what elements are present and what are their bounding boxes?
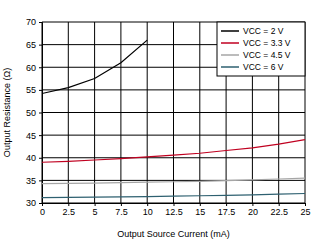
y-tick: 70 — [26, 17, 42, 27]
x-tick-mark — [147, 203, 148, 206]
x-tick-mark — [95, 203, 96, 206]
x-tick: 20 — [248, 203, 258, 217]
y-tick: 55 — [26, 85, 42, 95]
y-tick: 30 — [26, 198, 42, 208]
y-tick: 40 — [26, 153, 42, 163]
x-tick-mark — [200, 203, 201, 206]
x-tick: 17.5 — [218, 203, 236, 217]
x-tick-label: 20 — [248, 207, 258, 217]
x-axis-line — [43, 204, 306, 207]
x-tick-label: 7.5 — [115, 207, 128, 217]
y-tick-label: 30 — [26, 198, 36, 208]
x-tick-label: 0 — [40, 207, 45, 217]
y-tick-label: 45 — [26, 131, 36, 141]
legend-box — [217, 22, 305, 76]
grid-line — [42, 89, 305, 90]
x-tick: 22.5 — [270, 203, 288, 217]
x-tick-label: 17.5 — [218, 207, 236, 217]
y-tick-mark — [39, 113, 42, 114]
x-tick-label: 25 — [300, 207, 310, 217]
y-tick-mark — [39, 135, 42, 136]
y-axis-title: Output Resistance (Ω) — [2, 68, 12, 157]
legend-label: VCC = 6 V — [243, 62, 284, 72]
plot: 0 2.5 5 7.5 10 12.5 15 17.5 20 22.5 25 30 35 40 45 50 55… — [26, 17, 311, 217]
chart: 0 2.5 5 7.5 10 12.5 15 17.5 20 22.5 25 30 35 40 45 50 55… — [0, 0, 317, 243]
y-tick-mark — [39, 67, 42, 68]
y-tick: 45 — [26, 131, 42, 141]
y-tick-mark — [39, 22, 42, 23]
legend-swatch — [221, 54, 239, 56]
x-tick-mark — [305, 203, 306, 206]
x-tick: 5 — [93, 203, 98, 217]
legend: VCC = 2 V VCC = 3.3 V VCC = 4.5 V VCC = 6 V — [217, 22, 305, 76]
x-axis: 0 2.5 5 7.5 10 12.5 15 17.5 20 22.5 25 — [40, 203, 311, 217]
y-tick-label: 50 — [26, 108, 36, 118]
x-tick: 25 — [300, 203, 310, 217]
x-tick-label: 22.5 — [270, 207, 288, 217]
legend-swatch — [221, 66, 239, 68]
legend-swatch — [221, 42, 239, 44]
y-tick-label: 70 — [26, 17, 36, 27]
x-tick-label: 5 — [93, 207, 98, 217]
grid-line — [42, 157, 305, 158]
series-line — [42, 178, 305, 183]
y-tick-mark — [39, 180, 42, 181]
series-line — [42, 40, 147, 93]
series-line — [42, 140, 305, 163]
x-tick-mark — [174, 203, 175, 206]
x-tick-label: 2.5 — [63, 207, 76, 217]
grid — [42, 22, 305, 203]
y-tick: 35 — [26, 176, 42, 186]
x-tick-mark — [226, 203, 227, 206]
y-tick-label: 65 — [26, 40, 36, 50]
series-line — [42, 193, 305, 197]
x-tick: 15 — [195, 203, 205, 217]
x-tick: 12.5 — [165, 203, 183, 217]
y-tick-mark — [39, 158, 42, 159]
y-tick-label: 60 — [26, 63, 36, 73]
y-tick-mark — [39, 203, 42, 204]
lines — [42, 40, 305, 197]
x-tick-mark — [279, 203, 280, 206]
y-tick: 60 — [26, 63, 42, 73]
y-axis: 30 35 40 45 50 55 60 65 70 — [26, 17, 43, 208]
x-tick-label: 15 — [195, 207, 205, 217]
grid-line — [42, 135, 305, 136]
x-tick: 0 — [40, 203, 45, 217]
y-tick-mark — [39, 90, 42, 91]
grid-line — [42, 112, 305, 113]
y-tick-label: 40 — [26, 153, 36, 163]
x-tick: 7.5 — [115, 203, 128, 217]
y-tick-label: 35 — [26, 176, 36, 186]
legend-swatch — [221, 30, 239, 32]
x-axis-title: Output Source Current (mA) — [117, 229, 230, 239]
legend-label: VCC = 2 V — [243, 26, 284, 36]
x-tick-label: 12.5 — [165, 207, 183, 217]
x-tick-mark — [121, 203, 122, 206]
legend-label: VCC = 3.3 V — [243, 38, 291, 48]
y-tick-label: 55 — [26, 85, 36, 95]
x-tick-mark — [68, 203, 69, 206]
y-tick: 65 — [26, 40, 42, 50]
x-tick: 10 — [143, 203, 153, 217]
legend-label: VCC = 4.5 V — [243, 50, 291, 60]
x-tick-mark — [252, 203, 253, 206]
y-tick-mark — [39, 45, 42, 46]
y-axis-line — [39, 23, 43, 204]
x-tick: 2.5 — [63, 203, 76, 217]
y-tick: 50 — [26, 108, 42, 118]
x-tick-label: 10 — [143, 207, 153, 217]
